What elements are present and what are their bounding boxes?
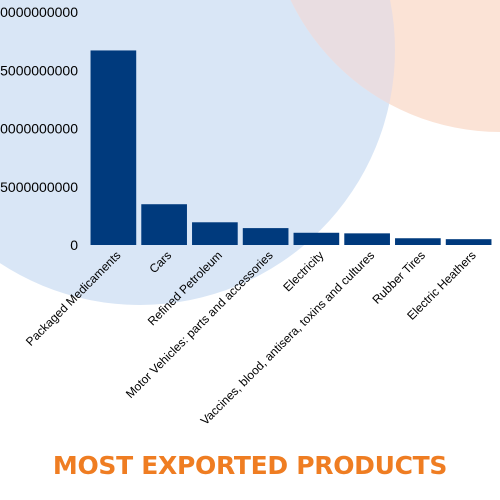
bar [141,204,187,245]
bar [293,232,340,245]
y-axis: 0 5000000000 10000000000 15000000000 2000000… [0,4,78,253]
bar [395,238,441,245]
y-tick-label: 10000000000 [0,121,78,137]
bar [242,228,289,245]
background-overlap-region [268,0,395,132]
bar [445,239,492,245]
y-tick-label: 0 [70,237,78,253]
bar-series [90,50,492,245]
y-tick-label: 5000000000 [0,179,78,195]
chart-title: MOST EXPORTED PRODUCTS [52,451,448,480]
bar [90,50,137,245]
y-tick-label: 15000000000 [0,62,78,78]
y-tick-label: 20000000000 [0,4,78,20]
bar [192,222,238,245]
bar [344,233,390,245]
